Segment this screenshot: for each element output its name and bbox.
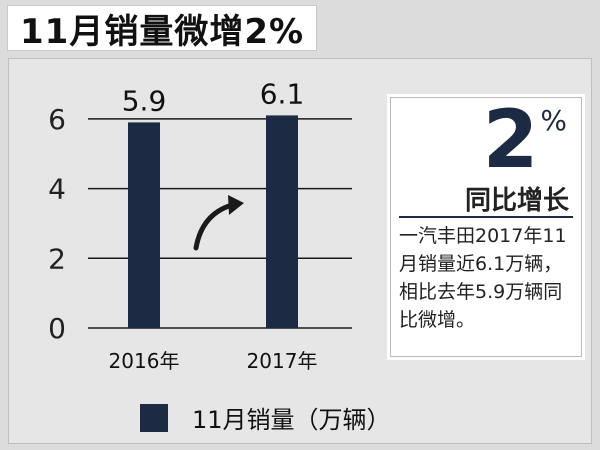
title-banner: 11月销量微增2% [8,6,317,52]
yoy-label: 同比增长 [464,186,569,216]
x-tick-label: 2017年 [247,349,318,373]
growth-description: 一汽丰田2017年11月销量近6.1万辆，相比去年5.9万辆同比微增。 [399,225,567,331]
bar [266,115,298,328]
growth-percent-value: 2 [482,93,539,186]
chart-title: 11月销量微增2% [20,11,305,52]
growth-percent-sign: % [540,104,567,137]
info-divider [399,216,573,218]
curved-arrow-up-right-icon [193,195,244,251]
x-tick-label: 2016年 [109,349,180,373]
y-tick-label: 6 [48,103,66,136]
y-tick-label: 2 [48,242,66,275]
legend-swatch [140,403,168,432]
legend-label: 11月销量（万辆） [192,406,391,434]
growth-info-box: 2 % 同比增长 一汽丰田2017年11月销量近6.1万辆，相比去年5.9万辆同… [390,97,582,357]
data-label: 6.1 [260,77,305,110]
data-label: 5.9 [122,84,167,117]
y-tick-label: 4 [48,173,66,206]
growth-percent: 2 % [483,100,567,180]
legend: 11月销量（万辆） [140,400,391,435]
bar [128,122,160,328]
y-tick-label: 0 [48,312,66,345]
